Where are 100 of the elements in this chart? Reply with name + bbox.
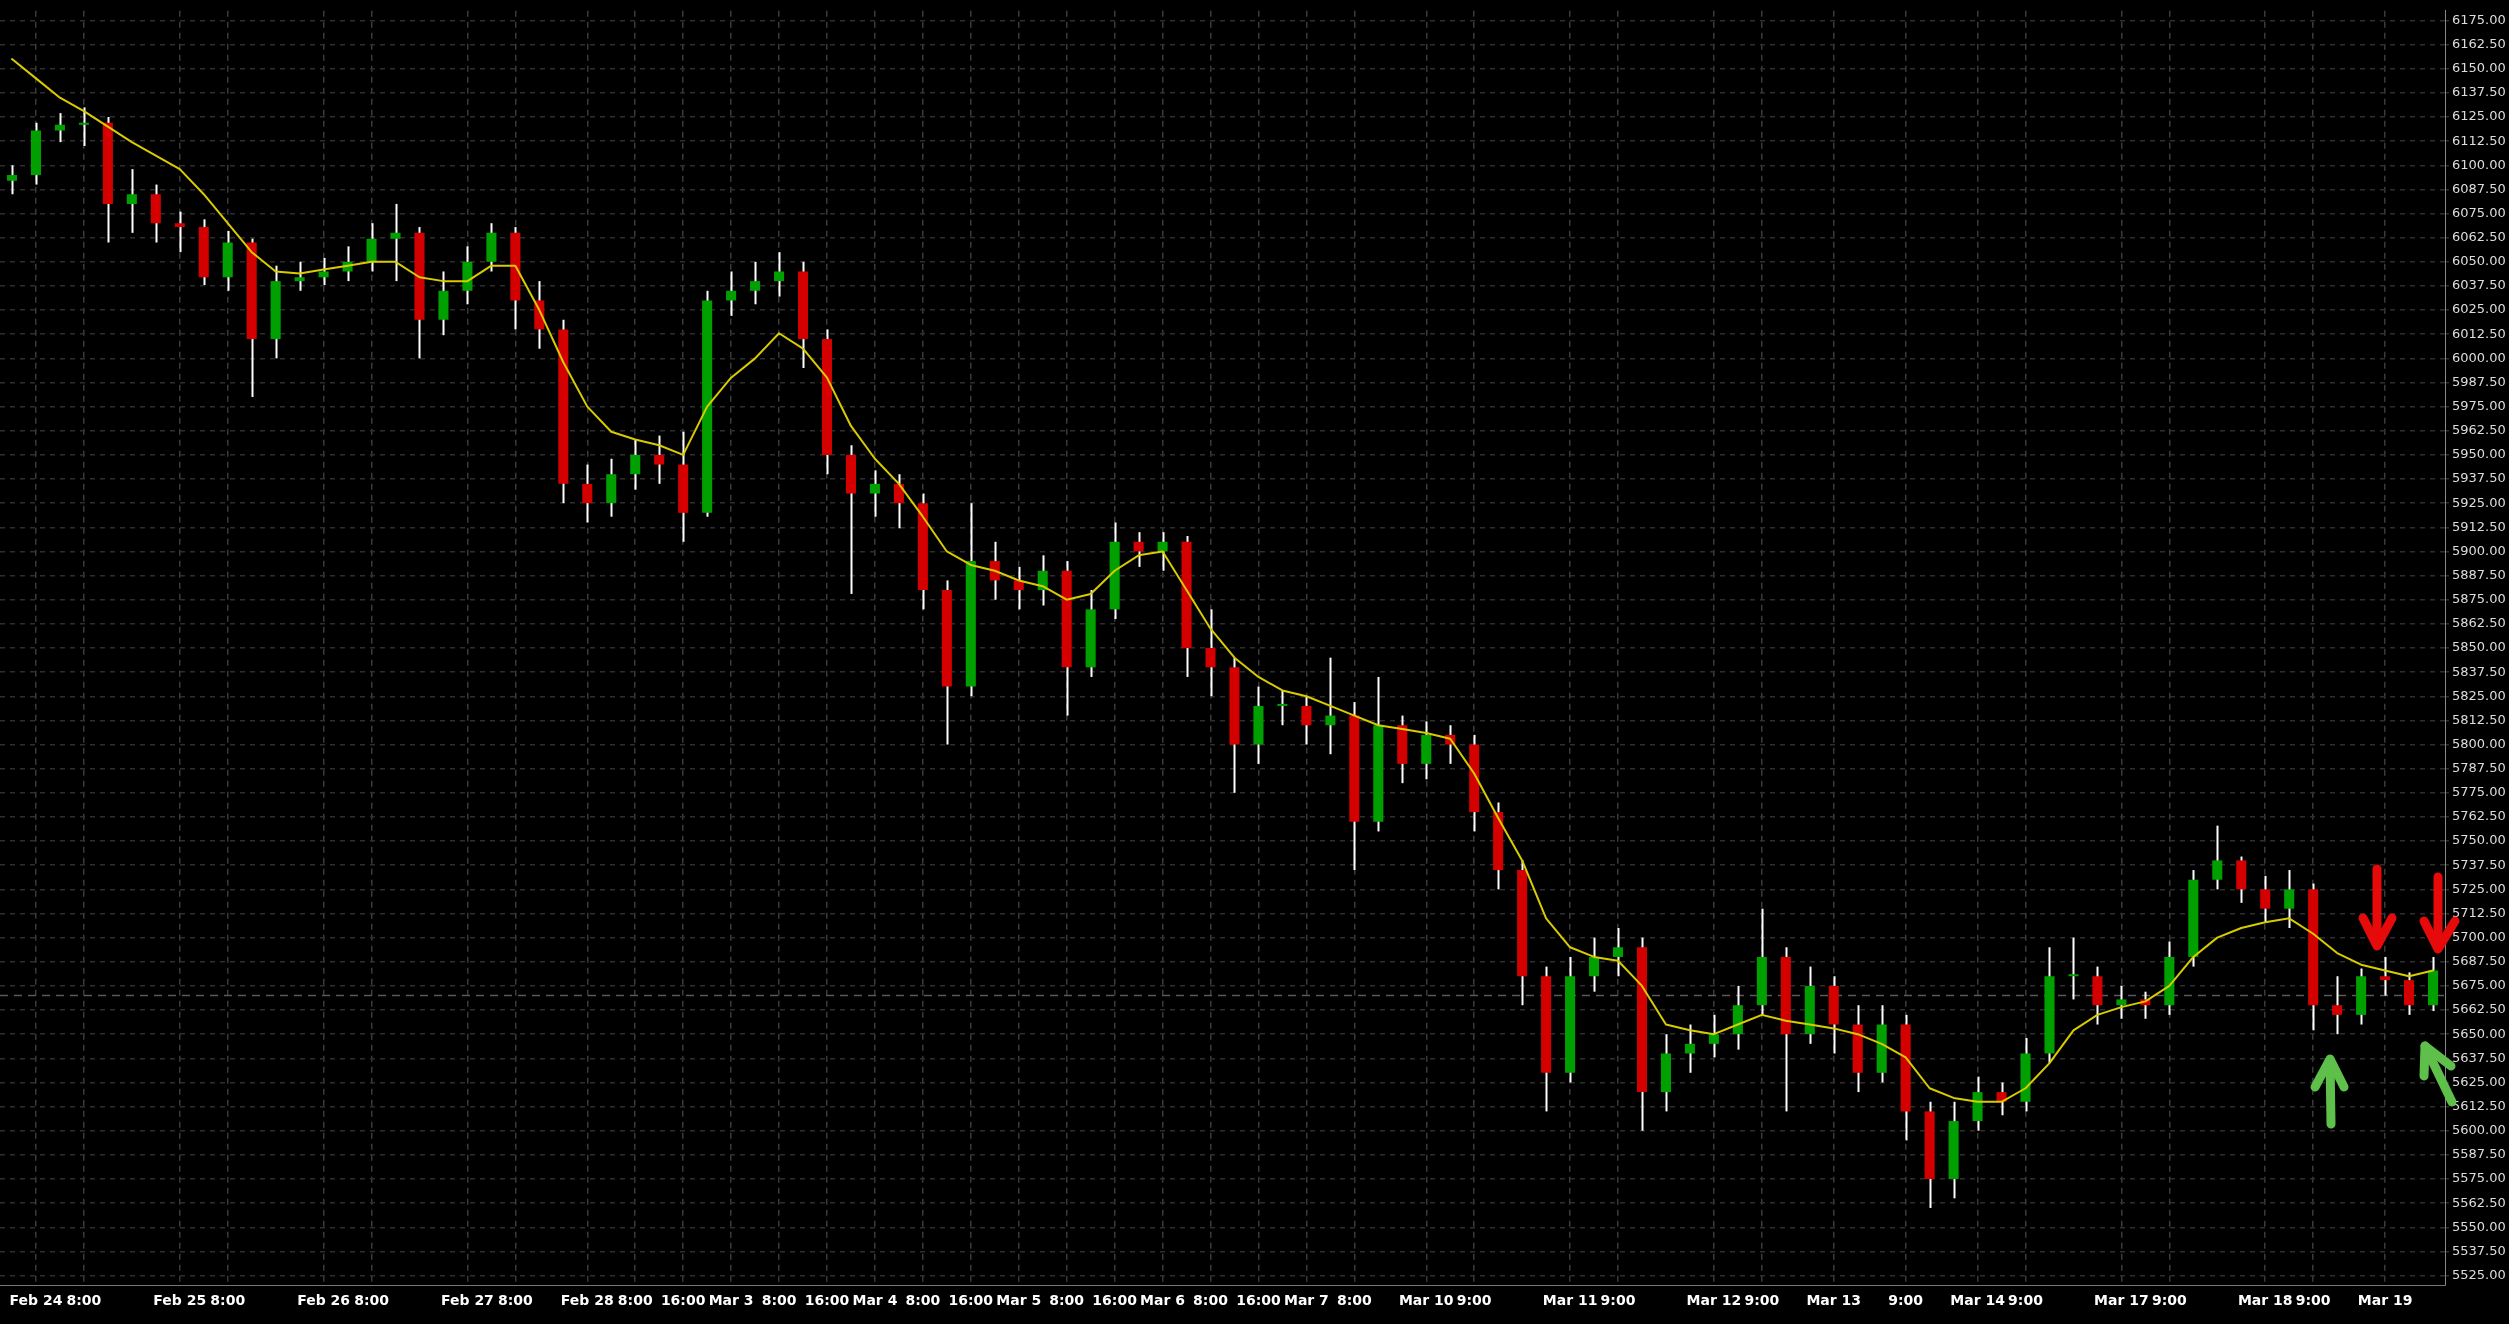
candlestick — [1684, 1023, 1695, 1074]
y-tick-label: 5800.00 — [2452, 735, 2506, 751]
y-tick-label: 5650.00 — [2452, 1025, 2506, 1041]
candlestick — [6, 164, 18, 196]
candlestick — [54, 112, 65, 144]
candlestick — [1612, 926, 1624, 978]
x-tick-label: Mar 13 — [1806, 1292, 1862, 1309]
y-tick-label: 6037.50 — [2452, 277, 2506, 293]
y-tick-label: 5637.50 — [2452, 1049, 2506, 1065]
y-tick-label: 5675.00 — [2452, 977, 2506, 993]
y-tick-label: 5600.00 — [2452, 1122, 2506, 1138]
y-tick-label: 5700.00 — [2452, 929, 2506, 945]
candlestick — [1133, 531, 1144, 568]
x-tick-label: Mar 3 — [708, 1292, 754, 1309]
candlestick — [1708, 1013, 1719, 1059]
candlestick — [1301, 695, 1312, 746]
y-tick-label: 5837.50 — [2452, 663, 2506, 679]
x-tick-label: 9:00 — [1456, 1292, 1492, 1309]
candlestick — [2332, 975, 2343, 1036]
candlestick — [1589, 936, 1600, 993]
y-tick-label: 5537.50 — [2452, 1242, 2506, 1258]
candlestick — [1205, 608, 1216, 698]
y-tick-label: 5900.00 — [2452, 542, 2506, 558]
candlestick — [1157, 531, 1168, 572]
candlestick — [294, 260, 305, 292]
x-tick-label: 9:00 — [2151, 1292, 2188, 1309]
candlestick — [318, 256, 329, 286]
y-tick-label: 6012.50 — [2452, 325, 2506, 341]
candlestick — [78, 106, 89, 147]
y-tick-label: 5937.50 — [2452, 470, 2506, 486]
x-tick-label: 9:00 — [1888, 1292, 1924, 1309]
x-tick-label: Mar 11 — [1542, 1292, 1598, 1309]
candlestick — [869, 469, 880, 518]
x-tick-label: Mar 14 — [1950, 1292, 2006, 1309]
y-tick-label: 5812.50 — [2452, 711, 2506, 727]
candlestick — [630, 438, 641, 491]
candlestick — [1277, 689, 1288, 727]
candlestick — [390, 202, 401, 283]
x-tick-label: 16:00 — [660, 1292, 706, 1309]
x-tick-label: 16:00 — [1236, 1292, 1281, 1309]
y-tick-label: 5912.50 — [2452, 518, 2506, 534]
y-tick-label: 5575.00 — [2452, 1170, 2506, 1186]
y-tick-label: 5862.50 — [2452, 615, 2506, 631]
x-tick-label: 9:00 — [2008, 1292, 2044, 1309]
y-tick-label: 5925.00 — [2452, 494, 2506, 510]
y-tick-label: 6050.00 — [2452, 253, 2506, 269]
candlestick — [1013, 565, 1024, 611]
y-tick-label: 5787.50 — [2452, 760, 2506, 776]
y-tick-label: 5750.00 — [2452, 832, 2506, 848]
x-tick-label: 8:00 — [1049, 1292, 1085, 1309]
y-tick-label: 5962.50 — [2452, 422, 2506, 438]
x-tick-label: Feb 28 — [560, 1292, 614, 1309]
y-tick-label: 6100.00 — [2452, 156, 2506, 172]
y-tick-label: 6125.00 — [2452, 108, 2506, 124]
x-tick-label: 8:00 — [210, 1292, 246, 1309]
y-tick-label: 5662.50 — [2452, 1001, 2506, 1017]
candlestick — [750, 260, 761, 306]
y-tick-label: 5737.50 — [2452, 856, 2506, 872]
y-tick-label: 5725.00 — [2452, 880, 2506, 896]
y-tick-label: 6087.50 — [2452, 180, 2506, 196]
x-tick-label: 16:00 — [948, 1292, 994, 1309]
x-tick-label: Feb 24 — [9, 1292, 63, 1309]
x-tick-label: Mar 12 — [1686, 1292, 1742, 1309]
x-tick-label: Feb 27 — [440, 1292, 494, 1309]
y-tick-label: 5687.50 — [2452, 953, 2506, 969]
candlestick — [774, 251, 785, 298]
y-tick-label: 6137.50 — [2452, 84, 2506, 100]
y-tick-label: 5525.00 — [2452, 1266, 2506, 1282]
candlestick — [654, 434, 665, 485]
y-tick-label: 5712.50 — [2452, 904, 2506, 920]
x-tick-label: Mar 10 — [1398, 1292, 1454, 1309]
y-tick-label: 5950.00 — [2452, 446, 2506, 462]
candlestick — [582, 463, 593, 524]
candlestick — [126, 168, 137, 234]
y-tick-label: 5975.00 — [2452, 398, 2506, 414]
y-tick-label: 5987.50 — [2452, 373, 2506, 389]
x-tick-label: 8:00 — [761, 1292, 797, 1309]
y-tick-label: 6175.00 — [2452, 11, 2506, 27]
x-tick-label: Mar 18 — [2237, 1292, 2293, 1309]
x-tick-label: 8:00 — [354, 1292, 390, 1309]
y-tick-label: 6000.00 — [2452, 349, 2506, 365]
x-tick-label: 9:00 — [2295, 1292, 2331, 1309]
x-tick-label: Mar 19 — [2357, 1292, 2413, 1309]
x-tick-label: 16:00 — [804, 1292, 850, 1309]
y-tick-label: 6075.00 — [2452, 204, 2506, 220]
x-tick-label: 9:00 — [1744, 1292, 1780, 1309]
candlestick — [2116, 984, 2127, 1020]
y-tick-label: 6150.00 — [2452, 60, 2506, 76]
y-tick-label: 5875.00 — [2452, 591, 2506, 607]
x-tick-label: 9:00 — [1600, 1292, 1636, 1309]
candlestick — [2284, 869, 2295, 929]
x-tick-label: 8:00 — [497, 1292, 534, 1309]
x-tick-label: Feb 25 — [153, 1292, 207, 1309]
x-tick-label: Mar 17 — [2094, 1292, 2149, 1309]
candlestick — [2068, 936, 2079, 1001]
candlestick — [2380, 955, 2391, 997]
x-tick-label: 8:00 — [1336, 1292, 1373, 1309]
y-tick-label: 6025.00 — [2452, 301, 2506, 317]
x-tick-label: Mar 6 — [1140, 1292, 1186, 1309]
x-tick-label: Mar 5 — [996, 1292, 1042, 1309]
